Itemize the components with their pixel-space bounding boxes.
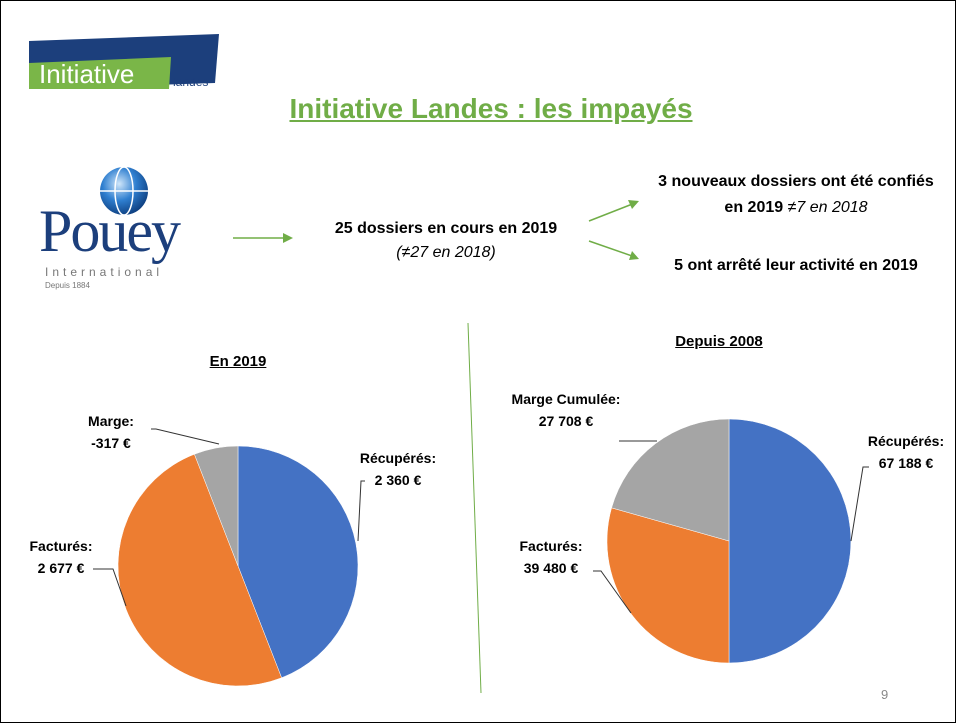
pie-slice [117,453,282,687]
pie-slice [606,507,730,664]
separator [467,322,482,694]
slice-category: Facturés: [29,538,93,554]
pie-slice [611,418,730,542]
slice-label: Récupérés: 2 360 € [338,447,458,491]
slice-category: Facturés: [519,538,583,554]
leader-line [357,480,365,542]
arrow-head [629,251,639,260]
slice-value: 2 360 € [374,472,422,488]
chart-title: En 2019 [209,353,267,370]
flow-top-text: 3 nouveaux dossiers ont été confiés en 2… [658,173,934,216]
slice-value: 67 188 € [878,455,934,471]
slice-value: 2 677 € [37,560,85,576]
flow-center: 25 dossiers en cours en 2019 [334,220,558,237]
pouey-since: Depuis 1884 [45,281,90,290]
slice-category: Récupérés: [359,450,437,466]
slide-title: Initiative Landes : les impayés [289,93,693,124]
slice-category: Marge: [88,413,134,429]
arrow-head [628,200,639,209]
chart-title: Depuis 2008 [675,333,763,350]
slice-label: Marge: -317 € [51,410,171,454]
logo-band [29,57,171,89]
leader-line [93,568,127,607]
slice-label: Récupérés: 67 188 € [846,430,955,474]
slice-label: Facturés: 39 480 € [491,535,611,579]
logo-subtext: landes [173,75,209,89]
flow-bottom: 5 ont arrêté leur activité en 2019 [674,257,918,274]
pie-slice [194,445,239,567]
arrow-head [283,233,293,243]
flow-center-note: (≠27 en 2018) [396,244,496,261]
slice-category: Marge Cumulée: [511,391,621,407]
pouey-sub: International [45,265,164,279]
leader-line [593,570,632,614]
page-number: 9 [881,687,889,702]
arrow [588,240,636,258]
slice-value: -317 € [91,435,131,451]
leader-line [850,466,869,542]
leader-line [151,428,220,445]
slice-value: 27 708 € [538,413,594,429]
pie-slice [237,445,359,679]
flow-top-note: ≠7 en 2018 [787,199,868,216]
slice-category: Récupérés: [867,433,945,449]
logo-text: Initiative [39,59,135,89]
slice-label: Facturés: 2 677 € [1,535,121,579]
arrow [588,202,636,222]
pouey-logo: Pouey [39,198,181,264]
pie-slice [728,418,852,664]
flow-top: 3 nouveaux dossiers ont été confiés en 2… [651,169,941,221]
slice-value: 39 480 € [523,560,579,576]
slice-label: Marge Cumulée: 27 708 € [511,388,621,432]
